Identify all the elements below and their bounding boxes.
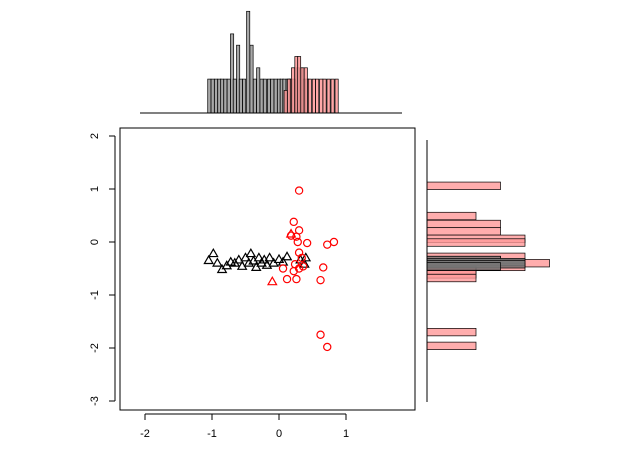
x-tick-label: -1 bbox=[207, 428, 217, 440]
histogram-bar bbox=[210, 78, 215, 114]
data-point bbox=[316, 330, 325, 339]
histogram-bar bbox=[267, 78, 271, 114]
histogram-bar bbox=[249, 44, 254, 114]
histogram-bar bbox=[334, 78, 339, 114]
histogram-bar bbox=[307, 78, 312, 114]
histogram-bar bbox=[252, 78, 257, 114]
x-tick-label: 1 bbox=[343, 428, 349, 440]
histogram-bar bbox=[426, 181, 501, 190]
y-tick-label: -1 bbox=[89, 290, 101, 300]
histogram-bar bbox=[226, 78, 231, 114]
histogram-bar bbox=[220, 78, 224, 114]
histogram-bar bbox=[297, 56, 302, 114]
data-point bbox=[316, 275, 325, 285]
histogram-bar bbox=[207, 78, 212, 114]
data-point bbox=[273, 253, 285, 264]
data-point bbox=[208, 247, 219, 258]
data-point bbox=[243, 257, 255, 267]
histogram-bar bbox=[242, 78, 247, 114]
data-point bbox=[253, 252, 265, 262]
histogram-bar bbox=[287, 78, 292, 114]
histogram-bar bbox=[246, 10, 251, 114]
y-tick-label: 0 bbox=[89, 239, 101, 245]
histogram-bar bbox=[426, 328, 477, 337]
histogram-bar bbox=[291, 67, 296, 114]
histogram-bar bbox=[426, 341, 477, 350]
histogram-bar bbox=[426, 238, 526, 247]
x-axis: -2 -1 0 1 bbox=[140, 413, 349, 440]
data-point bbox=[290, 260, 300, 269]
y-tick-label: -3 bbox=[89, 396, 101, 406]
top-histogram bbox=[207, 10, 339, 114]
histogram-bar bbox=[256, 67, 261, 114]
histogram-bar bbox=[259, 78, 264, 114]
histogram-bar bbox=[270, 78, 275, 114]
data-point bbox=[329, 237, 339, 247]
data-point bbox=[298, 262, 308, 271]
y-axis: -3 -2 -1 0 1 2 bbox=[89, 133, 116, 406]
right-histogram bbox=[426, 181, 550, 350]
histogram-bar bbox=[283, 90, 288, 114]
data-point bbox=[293, 237, 302, 247]
data-point bbox=[233, 254, 245, 264]
data-point bbox=[282, 274, 292, 284]
histogram-bar bbox=[322, 78, 327, 114]
histogram-bar bbox=[262, 78, 267, 114]
data-point bbox=[203, 254, 214, 265]
histogram-bar bbox=[315, 78, 320, 114]
data-point bbox=[292, 274, 301, 284]
data-point bbox=[289, 266, 298, 276]
y-tick-label: -2 bbox=[89, 343, 101, 353]
data-point bbox=[281, 251, 293, 261]
scatter-points bbox=[203, 186, 339, 352]
data-point bbox=[278, 264, 288, 273]
y-tick-label: 1 bbox=[89, 186, 101, 192]
histogram-bar bbox=[426, 219, 501, 229]
histogram-bar bbox=[426, 227, 501, 236]
y-tick-label: 2 bbox=[89, 133, 101, 139]
histogram-bar bbox=[426, 262, 501, 271]
histogram-bar bbox=[214, 78, 218, 114]
plot-area bbox=[119, 127, 416, 411]
histogram-bar bbox=[311, 78, 316, 114]
histogram-bar bbox=[319, 78, 324, 114]
data-point bbox=[212, 257, 223, 267]
histogram-bar bbox=[330, 78, 335, 114]
histogram-bar bbox=[238, 78, 243, 114]
data-point bbox=[285, 228, 297, 238]
data-point bbox=[264, 252, 275, 262]
data-point bbox=[302, 238, 312, 248]
data-point bbox=[245, 247, 257, 258]
histogram-bar bbox=[223, 78, 228, 114]
histogram-bar bbox=[326, 78, 331, 114]
histogram-bar bbox=[273, 78, 278, 114]
histogram-bar bbox=[300, 67, 305, 114]
histogram-bar bbox=[303, 67, 308, 114]
x-tick-label: -2 bbox=[140, 428, 150, 440]
data-point bbox=[266, 276, 278, 286]
data-point bbox=[294, 186, 304, 195]
data-point bbox=[323, 342, 332, 352]
data-point bbox=[289, 217, 298, 227]
histogram-bar bbox=[426, 273, 477, 283]
data-point bbox=[299, 258, 310, 268]
data-point bbox=[261, 259, 273, 269]
histogram-bar bbox=[232, 78, 237, 114]
data-point bbox=[297, 253, 306, 263]
x-tick-label: 0 bbox=[276, 428, 282, 440]
data-point bbox=[319, 263, 328, 272]
data-point bbox=[300, 252, 312, 262]
histogram-bar bbox=[426, 211, 477, 221]
